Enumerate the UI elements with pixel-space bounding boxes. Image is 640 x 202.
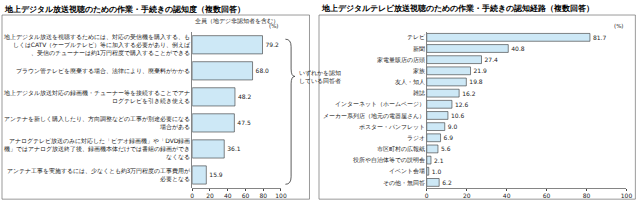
svg-text:地上デジタル放送を視聴するためには、対応の受信機を購入する、: 地上デジタル放送を視聴するためには、対応の受信機を購入する、もしくはCATV（ケ… xyxy=(3,33,191,57)
svg-text:イベント会場: イベント会場 xyxy=(389,167,425,174)
svg-text:6.9: 6.9 xyxy=(444,134,454,141)
svg-text:20: 20 xyxy=(463,192,471,199)
svg-text:60: 60 xyxy=(543,192,551,199)
svg-text:100: 100 xyxy=(275,192,287,199)
svg-text:47.5: 47.5 xyxy=(237,119,251,126)
svg-text:5.6: 5.6 xyxy=(441,145,451,152)
svg-text:27.4: 27.4 xyxy=(485,56,499,63)
svg-text:15.9: 15.9 xyxy=(209,171,223,178)
svg-text:ラジオ: ラジオ xyxy=(407,134,425,141)
svg-text:2.1: 2.1 xyxy=(434,157,444,164)
svg-text:40: 40 xyxy=(503,192,511,199)
svg-text:16.2: 16.2 xyxy=(462,90,476,97)
svg-text:80: 80 xyxy=(583,192,591,199)
svg-text:地上デジタル放送対応の録画機・チューナー等を接続することでア: 地上デジタル放送対応の録画機・チューナー等を接続することでアナログテレビを引き続… xyxy=(3,89,190,105)
svg-text:ポスター・パンフレット: ポスター・パンフレット xyxy=(359,123,425,130)
svg-text:80: 80 xyxy=(259,192,267,199)
svg-text:役所や自治体等での説明会: 役所や自治体等での説明会 xyxy=(353,156,425,163)
svg-text:友人・知人: 友人・知人 xyxy=(395,78,425,85)
svg-text:12.6: 12.6 xyxy=(455,101,469,108)
svg-text:地上デジタル放送視聴のための作業・手続きの認知度（複数回答）: 地上デジタル放送視聴のための作業・手続きの認知度（複数回答） xyxy=(4,4,245,14)
svg-text:地上デジタルテレビ放送視聴のための作業・手続きの認知経路（複: 地上デジタルテレビ放送視聴のための作業・手続きの認知経路（複数回答） xyxy=(321,4,594,13)
svg-text:20: 20 xyxy=(206,192,214,199)
svg-text:メーカー系列店（地元の電器屋さん）: メーカー系列店（地元の電器屋さん） xyxy=(323,112,425,120)
svg-text:家族: 家族 xyxy=(413,67,425,74)
svg-text:36.1: 36.1 xyxy=(227,145,241,152)
svg-text:(%): (%) xyxy=(614,23,624,29)
svg-text:ブラウン管テレビを廃棄する場合、法律により、廃棄料がかかる: ブラウン管テレビを廃棄する場合、法律により、廃棄料がかかる xyxy=(16,67,190,75)
svg-text:40: 40 xyxy=(224,192,232,199)
svg-text:その他・無回答: その他・無回答 xyxy=(383,179,425,187)
svg-text:21.9: 21.9 xyxy=(474,67,488,74)
svg-text:0: 0 xyxy=(190,192,194,199)
svg-text:(%): (%) xyxy=(269,23,279,29)
svg-text:9.0: 9.0 xyxy=(448,123,458,130)
svg-text:79.2: 79.2 xyxy=(266,41,280,48)
svg-text:いずれかを認知している回答者: いずれかを認知している回答者 xyxy=(299,69,341,84)
svg-text:19.8: 19.8 xyxy=(469,78,483,85)
svg-text:10.6: 10.6 xyxy=(451,112,465,119)
svg-text:市区町村の広報紙: 市区町村の広報紙 xyxy=(377,145,425,152)
svg-text:全員（地デジ非認知者を含む）: 全員（地デジ非認知者を含む） xyxy=(195,18,279,25)
svg-text:雑誌: 雑誌 xyxy=(413,89,425,96)
svg-text:48.2: 48.2 xyxy=(238,93,252,100)
svg-text:アンテナ工事を実施するには、少なくとも約3万円程度の工事費用: アンテナ工事を実施するには、少なくとも約3万円程度の工事費用が必要となる xyxy=(7,167,192,183)
svg-text:60: 60 xyxy=(242,192,250,199)
svg-text:81.7: 81.7 xyxy=(593,34,607,41)
svg-text:テレビ: テレビ xyxy=(407,33,426,40)
svg-text:新聞: 新聞 xyxy=(413,45,425,52)
svg-text:68.0: 68.0 xyxy=(256,67,270,74)
svg-text:アナログテレビ放送のみに対応した「ビデオ録画機」や「DVD録: アナログテレビ放送のみに対応した「ビデオ録画機」や「DVD録画機」ではアナログ放… xyxy=(4,137,190,161)
svg-text:40.8: 40.8 xyxy=(511,45,525,52)
svg-text:インターネット（ホームページ）: インターネット（ホームページ） xyxy=(335,100,425,108)
svg-text:家電量販店の店頭: 家電量販店の店頭 xyxy=(377,56,425,63)
svg-text:アンテナを新しく購入したり、方向調整などの工事が別途必要にな: アンテナを新しく購入したり、方向調整などの工事が別途必要になる場合がある xyxy=(4,115,190,131)
svg-text:100: 100 xyxy=(621,192,633,199)
svg-text:6.2: 6.2 xyxy=(442,179,452,186)
svg-text:0: 0 xyxy=(425,192,429,199)
svg-text:1.0: 1.0 xyxy=(432,168,442,175)
